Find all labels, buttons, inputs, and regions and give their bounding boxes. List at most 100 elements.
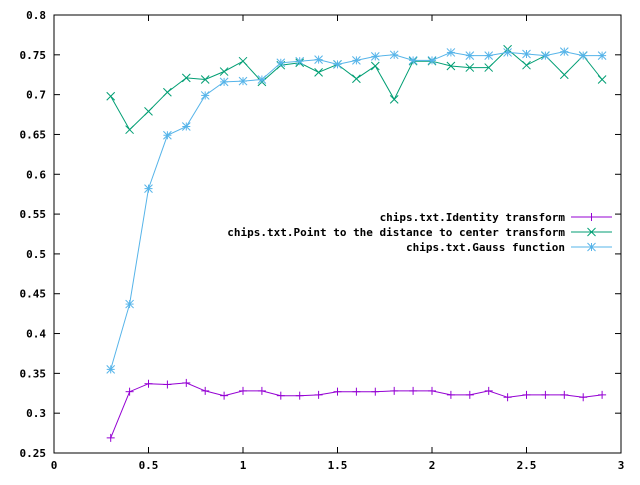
y-tick-label: 0.3	[26, 407, 46, 420]
series-3-point	[181, 122, 191, 131]
series-3-point	[522, 49, 531, 59]
series-3-point	[370, 52, 380, 61]
series-3-point	[295, 56, 305, 66]
x-tick-label: 1.5	[328, 459, 348, 472]
series-3-point	[541, 51, 550, 60]
series-1-point	[352, 387, 361, 396]
series-3-point	[503, 48, 512, 57]
series-1-point	[106, 433, 115, 442]
series-1-point	[409, 386, 418, 395]
series-1-point	[276, 391, 285, 400]
series-3-point	[144, 184, 153, 193]
series-3-point	[446, 48, 456, 57]
legend: chips.txt.Identity transform chips.txt.Po…	[227, 211, 612, 254]
series-1-point	[371, 387, 380, 396]
series-3-point	[276, 58, 286, 68]
series-2-point	[163, 87, 172, 97]
y-tick-label: 0.55	[20, 208, 47, 221]
series-3-point	[163, 130, 172, 140]
series-2-point	[597, 75, 607, 84]
series-1-point	[144, 379, 153, 388]
series-1-point	[314, 390, 323, 399]
legend-marker	[587, 242, 596, 252]
series-2-point	[314, 67, 323, 77]
series-1-point	[560, 390, 569, 399]
series-1-point	[295, 391, 304, 400]
legend-label: chips.txt.Gauss function	[406, 241, 565, 254]
series-3	[106, 47, 607, 374]
series-1-point	[125, 387, 134, 396]
series-1-point	[163, 380, 172, 389]
y-tick-label: 0.4	[26, 328, 46, 341]
series-3-point	[484, 51, 494, 60]
series-1-point	[390, 386, 399, 395]
y-tick-label: 0.25	[20, 447, 47, 460]
legend-label: chips.txt.Identity transform	[380, 211, 566, 224]
axis-ticks: 0.25 0.3 0.35 0.4 0.45 0.5 0.55 0.6 0.65 0.7 0.75 0…	[20, 9, 625, 472]
x-tick-label: 2.5	[517, 459, 537, 472]
series-2-point	[144, 107, 153, 116]
legend-item: chips.txt.Point to the distance to cente…	[227, 226, 612, 239]
series-2-point	[200, 75, 210, 84]
series-2-point	[219, 67, 229, 76]
legend-item: chips.txt.Identity transform	[380, 211, 612, 224]
x-tick-label: 0.5	[139, 459, 159, 472]
series-3-point	[427, 56, 437, 65]
series-2-point	[181, 73, 191, 83]
series-1-point	[220, 391, 229, 400]
series-1-point	[503, 393, 512, 402]
series-1-point	[428, 386, 436, 395]
series-2-point	[559, 70, 569, 80]
y-tick-label: 0.8	[26, 9, 46, 22]
y-tick-label: 0.35	[20, 367, 47, 380]
legend-marker	[587, 227, 596, 237]
series-1-point	[201, 386, 210, 395]
series-layer	[106, 44, 607, 442]
y-tick-label: 0.6	[26, 168, 46, 181]
series-3-point	[219, 77, 229, 87]
series-3-point	[106, 365, 116, 374]
y-tick-label: 0.75	[20, 49, 47, 62]
series-3-point	[352, 56, 361, 65]
series-2-point	[238, 56, 248, 66]
y-tick-label: 0.5	[26, 248, 46, 261]
series-3-point	[597, 51, 607, 60]
legend-marker	[587, 213, 596, 221]
series-1-point	[446, 390, 455, 399]
series-2-point	[370, 61, 380, 71]
x-tick-label: 3	[618, 459, 625, 472]
series-1	[106, 378, 607, 442]
series-2-point	[106, 91, 116, 101]
series-1-point	[484, 386, 493, 395]
series-2-point	[522, 60, 531, 70]
series-1-point	[333, 387, 342, 396]
series-1-point	[257, 386, 266, 395]
series-3-point	[408, 56, 418, 65]
series-1-point	[522, 390, 531, 399]
series-3-point	[125, 299, 134, 309]
y-tick-label: 0.65	[20, 128, 47, 141]
series-3-point	[238, 76, 248, 86]
y-tick-label: 0.45	[20, 288, 47, 301]
series-3-point	[465, 51, 475, 60]
x-tick-label: 2	[429, 459, 436, 472]
series-2-point	[352, 74, 361, 84]
series-1-point	[239, 386, 247, 395]
x-tick-label: 0	[51, 459, 58, 472]
series-1-point	[541, 390, 550, 399]
legend-item: chips.txt.Gauss function	[406, 241, 612, 254]
series-3-point	[257, 75, 267, 84]
series-2-point	[389, 95, 399, 104]
series-1-point	[465, 390, 474, 399]
y-tick-label: 0.7	[26, 89, 46, 102]
series-2-point	[484, 63, 494, 72]
series-3-point	[314, 55, 323, 64]
series-3-point	[578, 51, 588, 60]
series-1-point	[598, 390, 607, 399]
series-1-point	[182, 378, 191, 387]
series-2-point	[465, 63, 475, 72]
x-tick-label: 1	[240, 459, 247, 472]
series-2-point	[125, 125, 134, 135]
